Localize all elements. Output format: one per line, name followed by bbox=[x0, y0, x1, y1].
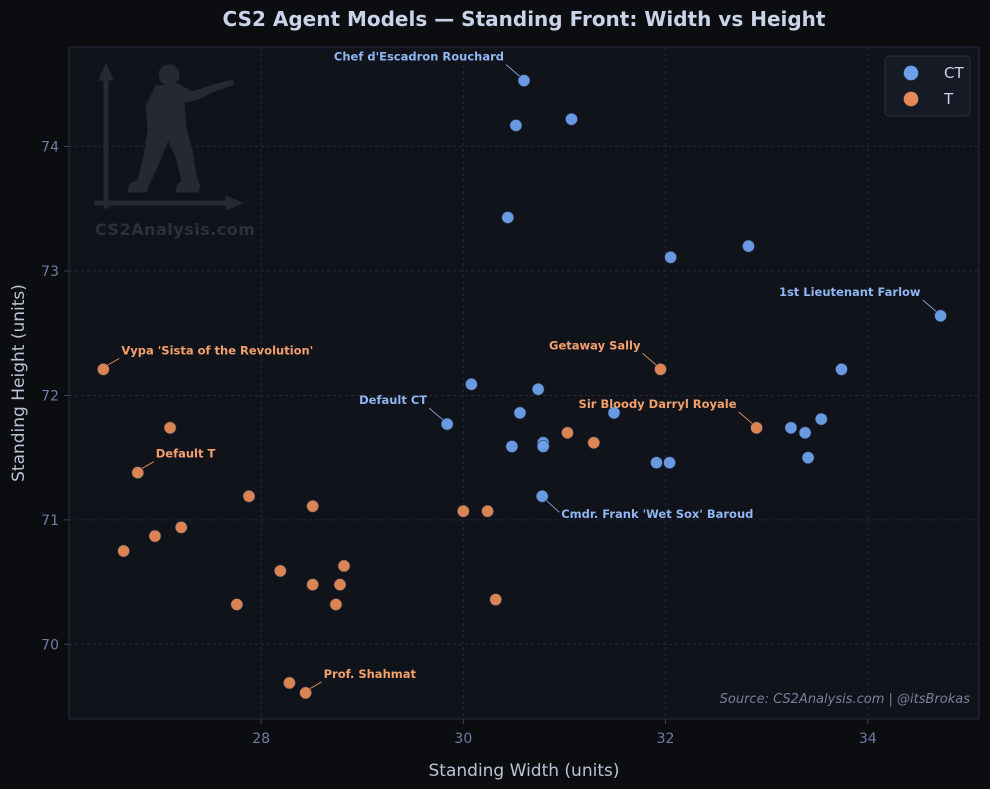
ct-point bbox=[835, 363, 848, 376]
annotation-label: Default CT bbox=[359, 393, 427, 407]
y-tick-label: 70 bbox=[41, 637, 59, 653]
annotation-label: Cmdr. Frank 'Wet Sox' Baroud bbox=[561, 507, 753, 521]
annotation-leader bbox=[141, 461, 154, 469]
watermark-soldier-icon bbox=[94, 62, 244, 211]
annotation-leader bbox=[309, 681, 322, 690]
ct-point bbox=[517, 74, 531, 87]
y-tick-label: 74 bbox=[41, 140, 59, 156]
annotation-leaders bbox=[107, 64, 937, 690]
annotation-leader bbox=[738, 411, 753, 425]
legend-label-t: T bbox=[943, 90, 954, 108]
annotation-leader bbox=[545, 499, 560, 513]
data-points bbox=[97, 74, 947, 700]
annotation-label: Sir Bloody Darryl Royale bbox=[579, 397, 737, 411]
annotation-label: Vypa 'Sista of the Revolution' bbox=[121, 343, 313, 357]
plot-area bbox=[68, 46, 980, 720]
t-point bbox=[131, 466, 145, 479]
ct-point bbox=[607, 406, 621, 420]
t-point bbox=[306, 578, 319, 591]
ct-point bbox=[742, 239, 755, 253]
annotation-leader bbox=[428, 407, 444, 421]
watermark-logo: CS2Analysis.com bbox=[94, 62, 255, 239]
legend-marker-ct bbox=[903, 65, 919, 81]
x-axis-label: Standing Width (units) bbox=[429, 761, 620, 781]
t-point bbox=[242, 489, 256, 503]
source-credit: Source: CS2Analysis.com | @itsBrokas bbox=[720, 692, 971, 707]
annotation-leader bbox=[107, 357, 120, 366]
ct-point bbox=[934, 309, 947, 323]
annotation-leader bbox=[642, 353, 657, 366]
annotation-label: 1st Lieutenant Farlow bbox=[779, 285, 921, 299]
t-point bbox=[117, 544, 130, 558]
t-point bbox=[274, 564, 287, 578]
ct-point bbox=[440, 417, 454, 431]
ct-point bbox=[565, 112, 578, 126]
annotation-label: Chef d'Escadron Rouchard bbox=[334, 50, 504, 64]
t-point bbox=[333, 578, 347, 591]
t-point bbox=[489, 593, 502, 606]
ct-point bbox=[513, 406, 527, 420]
ct-point bbox=[650, 456, 663, 469]
t-point bbox=[587, 436, 601, 450]
axis-ticks: 28 30 32 34 70 71 72 73 74 bbox=[41, 140, 877, 747]
t-point bbox=[230, 598, 244, 611]
t-point bbox=[163, 421, 177, 435]
x-tick-label: 30 bbox=[454, 731, 472, 747]
chart-title: CS2 Agent Models — Standing Front: Width… bbox=[223, 7, 826, 31]
y-tick-label: 73 bbox=[41, 264, 59, 280]
ct-point bbox=[814, 412, 828, 426]
ct-point bbox=[801, 451, 815, 464]
annotation-label: Getaway Sally bbox=[549, 338, 641, 352]
y-tick-label: 71 bbox=[41, 513, 59, 529]
t-point bbox=[283, 676, 296, 690]
t-point bbox=[148, 529, 162, 543]
watermark-text: CS2Analysis.com bbox=[95, 220, 255, 239]
legend: CT T bbox=[884, 55, 971, 117]
ct-point bbox=[501, 211, 515, 224]
ct-point bbox=[509, 119, 523, 132]
t-point bbox=[174, 521, 188, 534]
ct-point bbox=[798, 426, 812, 440]
annotation-label: Prof. Shahmat bbox=[324, 667, 417, 681]
annotation-leader bbox=[922, 299, 937, 313]
annotation-label: Default T bbox=[156, 447, 216, 461]
annotation-leader bbox=[505, 64, 521, 77]
t-point bbox=[329, 598, 343, 611]
t-point bbox=[457, 504, 470, 518]
ct-point bbox=[535, 489, 549, 503]
y-axis-label: Standing Height (units) bbox=[9, 284, 29, 482]
ct-point bbox=[784, 421, 798, 435]
t-point bbox=[337, 559, 351, 573]
legend-marker-t bbox=[903, 91, 919, 107]
ct-point bbox=[531, 382, 545, 396]
t-point bbox=[481, 504, 494, 518]
ct-point bbox=[536, 440, 550, 453]
ct-point bbox=[505, 440, 519, 453]
y-tick-label: 72 bbox=[41, 388, 59, 404]
ct-point bbox=[664, 251, 677, 264]
t-point bbox=[561, 426, 574, 440]
t-point bbox=[299, 686, 312, 700]
x-tick-label: 34 bbox=[859, 731, 877, 747]
grid-lines bbox=[69, 47, 979, 719]
x-tick-label: 28 bbox=[252, 731, 270, 747]
t-point bbox=[654, 363, 667, 376]
t-point bbox=[306, 499, 319, 513]
ct-point bbox=[465, 377, 478, 391]
x-tick-label: 32 bbox=[657, 731, 675, 747]
t-point bbox=[750, 421, 763, 435]
t-point bbox=[97, 363, 110, 376]
legend-label-ct: CT bbox=[944, 64, 964, 82]
annotations: Chef d'Escadron Rouchard 1st Lieutenant F… bbox=[121, 50, 921, 681]
ct-point bbox=[663, 456, 676, 469]
